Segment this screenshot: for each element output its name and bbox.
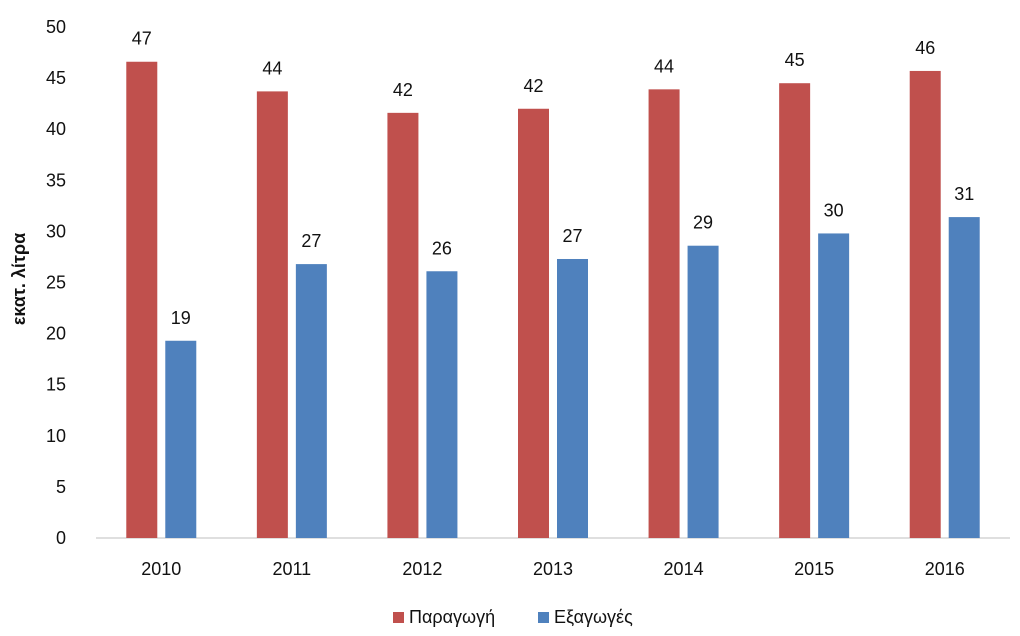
x-tick-label: 2016 (925, 559, 965, 579)
bar-production-2013 (518, 108, 549, 538)
x-axis-ticks: 2010 2011 2012 2013 2014 2015 2016 (141, 559, 964, 579)
y-tick-label: 35 (46, 170, 66, 190)
bar-exports-2010 (165, 340, 197, 538)
legend: Παραγωγή Εξαγωγές (393, 607, 633, 627)
data-label: 26 (432, 238, 452, 258)
legend-swatch (393, 612, 404, 623)
data-label: 31 (954, 184, 974, 204)
y-tick-label: 40 (46, 119, 66, 139)
y-tick-label: 20 (46, 324, 66, 344)
bar-production-2015 (779, 83, 811, 539)
bars (126, 61, 980, 539)
y-axis-title: εκατ. λίτρα (9, 233, 29, 325)
data-label: 46 (915, 38, 935, 58)
y-tick-label: 10 (46, 426, 66, 446)
bar-production-2010 (126, 61, 158, 539)
bar-production-2014 (648, 89, 680, 538)
y-axis-title-group: εκατ. λίτρα (9, 233, 29, 325)
bar-exports-2014 (687, 245, 719, 538)
y-tick-label: 0 (56, 528, 66, 548)
x-tick-label: 2011 (272, 559, 311, 579)
legend-item-exports: Εξαγωγές (538, 607, 633, 627)
y-tick-label: 50 (46, 17, 66, 37)
x-tick-label: 2015 (794, 559, 834, 579)
legend-swatch (538, 612, 549, 623)
y-axis-ticks: 0 5 10 15 20 25 30 35 40 45 50 (46, 17, 66, 548)
data-label: 27 (301, 231, 321, 251)
legend-label: Παραγωγή (409, 607, 495, 627)
bar-exports-2012 (426, 271, 458, 538)
bar-exports-2011 (295, 264, 327, 538)
data-label: 42 (523, 76, 543, 96)
data-label: 42 (393, 80, 413, 100)
x-tick-label: 2010 (141, 559, 181, 579)
bar-exports-2016 (948, 217, 980, 539)
bar-production-2011 (256, 91, 288, 539)
bar-exports-2013 (557, 258, 588, 538)
data-label: 29 (693, 213, 713, 233)
y-tick-label: 5 (56, 477, 66, 497)
legend-item-production: Παραγωγή (393, 607, 495, 627)
bar-production-2016 (909, 70, 941, 539)
data-label: 19 (171, 308, 191, 328)
data-label: 27 (562, 226, 582, 246)
x-tick-label: 2013 (533, 559, 573, 579)
data-label: 30 (824, 200, 844, 220)
data-labels: 47 19 44 27 42 26 42 27 44 29 45 30 46 31 (132, 29, 974, 328)
data-label: 45 (785, 50, 805, 70)
bar-exports-2015 (818, 233, 850, 538)
x-tick-label: 2012 (402, 559, 442, 579)
bar-production-2012 (387, 112, 419, 539)
legend-label: Εξαγωγές (554, 607, 633, 627)
y-tick-label: 15 (46, 375, 66, 395)
data-label: 44 (654, 56, 674, 76)
y-tick-label: 45 (46, 68, 66, 88)
data-label: 47 (132, 29, 152, 49)
y-tick-label: 25 (46, 273, 66, 293)
data-label: 44 (262, 58, 282, 78)
x-tick-label: 2014 (664, 559, 704, 579)
y-tick-label: 30 (46, 221, 66, 241)
